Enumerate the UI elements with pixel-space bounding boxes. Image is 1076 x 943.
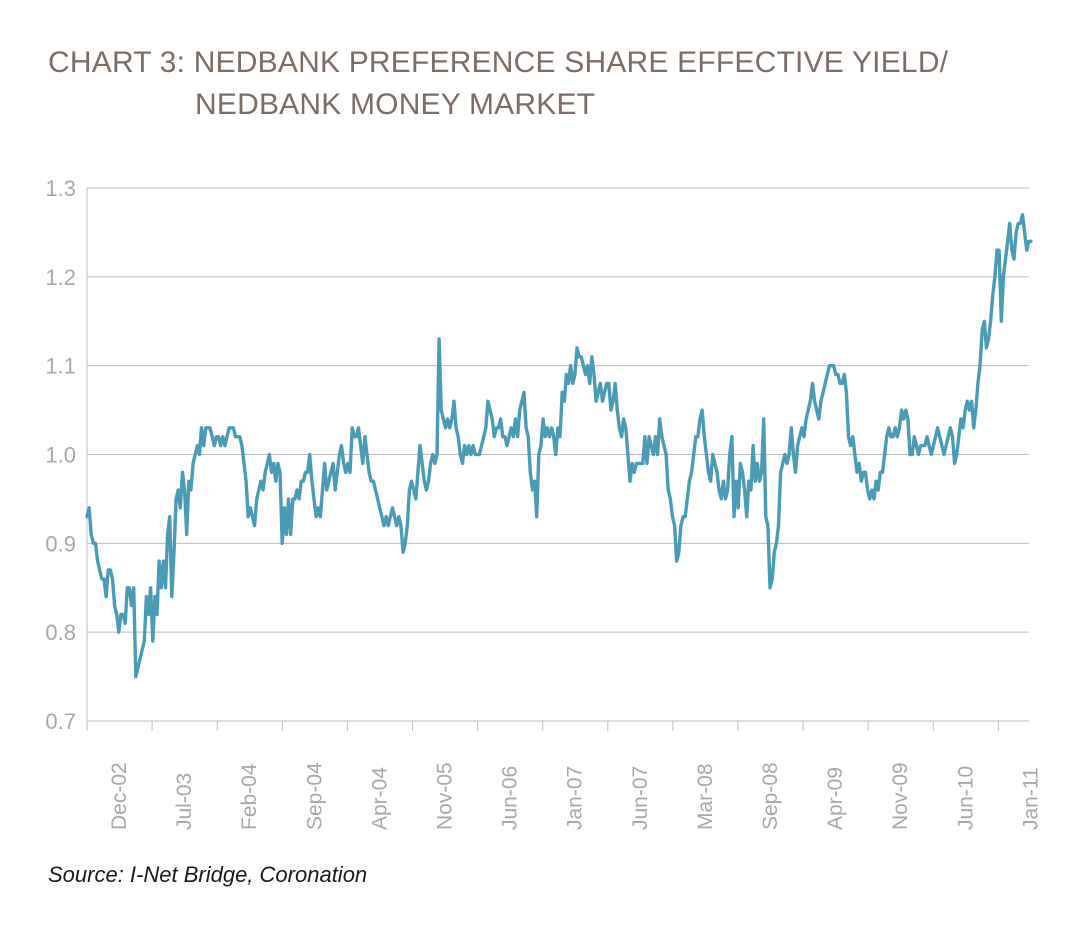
line-chart: 0.7 0.8 0.9 1.0 1.1 1.2 1.3 Dec-02 Jul-03 Feb-04 S… xyxy=(45,176,1042,830)
x-tick-label: Sep-08 xyxy=(759,762,782,830)
y-tick-label: 0.7 xyxy=(45,709,76,734)
y-tick-label: 1.3 xyxy=(45,176,76,201)
y-tick-label: 1.1 xyxy=(45,354,76,379)
y-tick-label: 0.8 xyxy=(45,620,76,645)
x-tick-label: Jan-11 xyxy=(1019,767,1042,830)
x-tick-label: Apr-09 xyxy=(824,767,847,830)
source-note: Source: I-Net Bridge, Coronation xyxy=(48,862,368,887)
y-tick-label: 1.2 xyxy=(45,265,76,290)
x-tick-label: Mar-08 xyxy=(694,763,717,830)
x-tick-label: Jul-03 xyxy=(173,773,196,830)
x-tick-label: Nov-05 xyxy=(434,762,457,830)
x-tick-label: Apr-04 xyxy=(368,767,391,830)
x-tick-label: Dec-02 xyxy=(108,762,131,830)
y-tick-label: 0.9 xyxy=(45,531,76,556)
x-tick-label: Sep-04 xyxy=(303,762,326,830)
x-tick-label: Nov-09 xyxy=(889,762,912,830)
chart-title-line-1: CHART 3: NEDBANK PREFERENCE SHARE EFFECT… xyxy=(48,46,949,79)
y-tick-label: 1.0 xyxy=(45,443,76,468)
series-line xyxy=(85,212,1033,679)
x-tick-label: Jan-07 xyxy=(564,766,587,830)
x-tick-label: Feb-04 xyxy=(238,763,261,830)
x-tick-label: Jun-07 xyxy=(629,766,652,830)
chart-title: CHART 3: NEDBANK PREFERENCE SHARE EFFECT… xyxy=(48,42,948,126)
chart-title-line-2: NEDBANK MONEY MARKET xyxy=(195,88,596,121)
x-tick-label: Jun-06 xyxy=(499,766,522,830)
x-tick-label: Jun-10 xyxy=(954,766,977,830)
